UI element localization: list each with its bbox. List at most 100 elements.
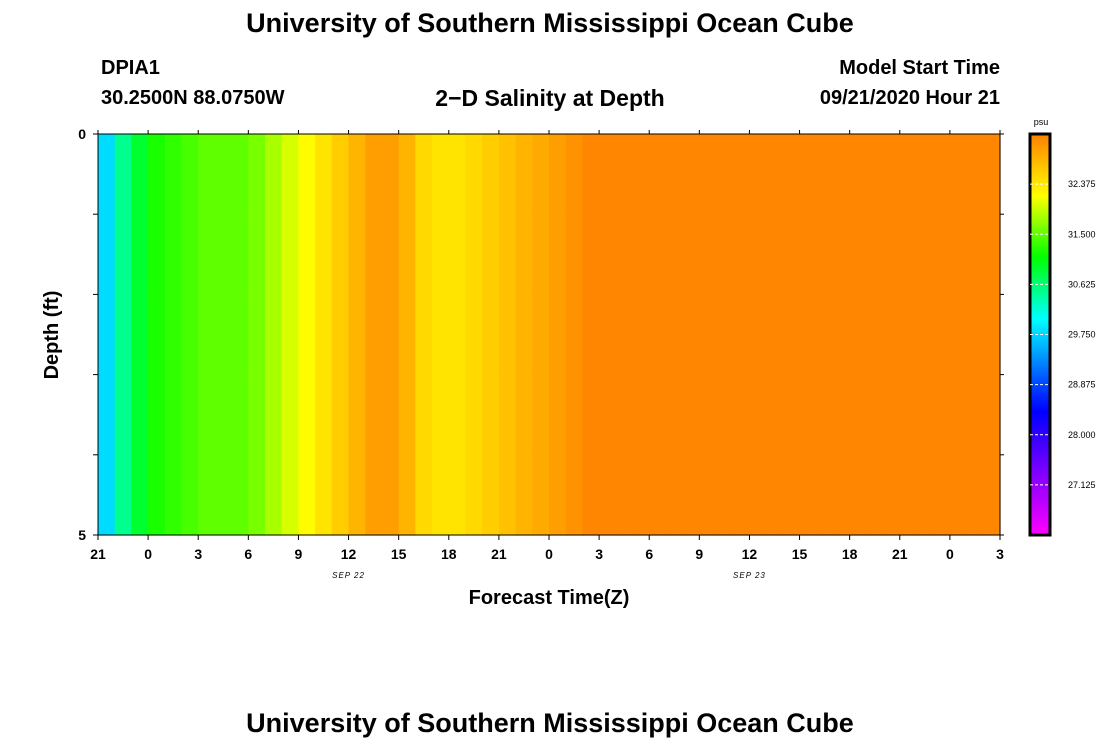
heatmap-cell [148,374,166,456]
heatmap-cell [448,134,467,215]
heatmap-cell [949,294,968,376]
heatmap-cell [732,294,751,376]
heatmap-cell [582,134,600,215]
heatmap-cell [749,134,767,215]
heatmap-cell [582,454,600,536]
heatmap-cell [265,294,283,376]
heatmap-cell [949,214,968,295]
heatmap-cell [599,214,617,295]
heatmap-cell [782,294,801,376]
heatmap-cell [682,454,700,536]
heatmap-cell [365,134,383,215]
heatmap-cell [265,134,283,215]
heatmap-cell [448,374,467,456]
heatmap-cell [632,374,650,456]
footer-title: University of Southern Mississippi Ocean… [246,708,854,738]
heatmap-cell [448,214,467,295]
x-tick-label: 18 [842,546,858,562]
x-tick-label: 12 [341,546,357,562]
heatmap-cell [749,454,767,536]
heatmap-cell [766,294,784,376]
heatmap-cell [248,374,266,456]
heatmap-cell [966,134,984,215]
heatmap-cell [615,454,634,536]
heatmap-cell [632,454,650,536]
heatmap-cell [398,374,416,456]
heatmap-cell [248,214,266,295]
heatmap-cell [883,454,901,536]
heatmap-cell [298,214,316,295]
heatmap-cell [448,454,467,536]
heatmap-cell [348,134,366,215]
heatmap-cell [231,374,249,456]
heatmap-cell [331,214,350,295]
heatmap-cell [114,374,133,456]
heatmap-cell [883,374,901,456]
colorbar-tick-label: 29.750 [1068,330,1096,340]
heatmap-cell [782,454,801,536]
heatmap-cell [983,134,1001,215]
heatmap-cell [883,214,901,295]
station-coordinates: 30.2500N 88.0750W [101,87,285,109]
heatmap-cell [131,454,149,536]
heatmap-cell [832,214,851,295]
heatmap-cell [632,294,650,376]
x-tick-label: 12 [742,546,758,562]
heatmap-cell [899,454,918,536]
heatmap-cell [766,374,784,456]
heatmap-cell [615,294,634,376]
heatmap-cell [866,374,884,456]
x-tick-label: 9 [695,546,703,562]
heatmap-cell [782,374,801,456]
heatmap-cell [315,134,333,215]
heatmap-cell [933,214,951,295]
heatmap-cell [799,294,817,376]
heatmap-cell [181,134,199,215]
heatmap-cell [148,454,166,536]
heatmap-cell [214,134,233,215]
heatmap-cell [766,454,784,536]
heatmap-cell [665,454,684,536]
x-tick-label: 6 [244,546,252,562]
heatmap-cell [749,214,767,295]
heatmap-cell [415,134,433,215]
heatmap-cell [565,294,584,376]
heatmap-cell [164,454,183,536]
heatmap-cell [281,294,300,376]
heatmap-cell [114,454,133,536]
heatmap-cell [131,214,149,295]
x-tick-label: 21 [892,546,908,562]
heatmap-cell [966,294,984,376]
x-tick-label: 0 [545,546,553,562]
heatmap-cell [565,214,584,295]
x-tick-label: 3 [996,546,1004,562]
heatmap-cell [799,374,817,456]
heatmap-cell [849,294,867,376]
chart-axes: 21 0 3 6 9 12 15 18 21 0 3 6 9 12 15 18 21 0 3 SEP 22 SEP 23… [78,126,1004,580]
model-start-label: Model Start Time [839,57,1000,79]
heatmap-cell [649,294,667,376]
heatmap-cell [265,454,283,536]
heatmap-cell [949,454,968,536]
x-tick-label: 21 [491,546,507,562]
x-tick-label: 3 [595,546,603,562]
heatmap-cell [983,374,1001,456]
heatmap-cell [949,374,968,456]
heatmap-cell [532,214,550,295]
x-tick-label: 15 [391,546,407,562]
heatmap-cell [315,374,333,456]
heatmap-cell [799,134,817,215]
heatmap-cell [582,374,600,456]
heatmap-cell [331,374,350,456]
x-tick-label: 6 [645,546,653,562]
heatmap-cell [816,214,834,295]
heatmap-cell [98,294,116,376]
heatmap-cell [883,294,901,376]
heatmap-cell [248,134,266,215]
heatmap-cell [482,134,500,215]
heatmap-cell [398,134,416,215]
heatmap-cell [465,374,483,456]
heatmap-cell [599,134,617,215]
heatmap-cell [699,214,717,295]
heatmap-cell [916,214,934,295]
